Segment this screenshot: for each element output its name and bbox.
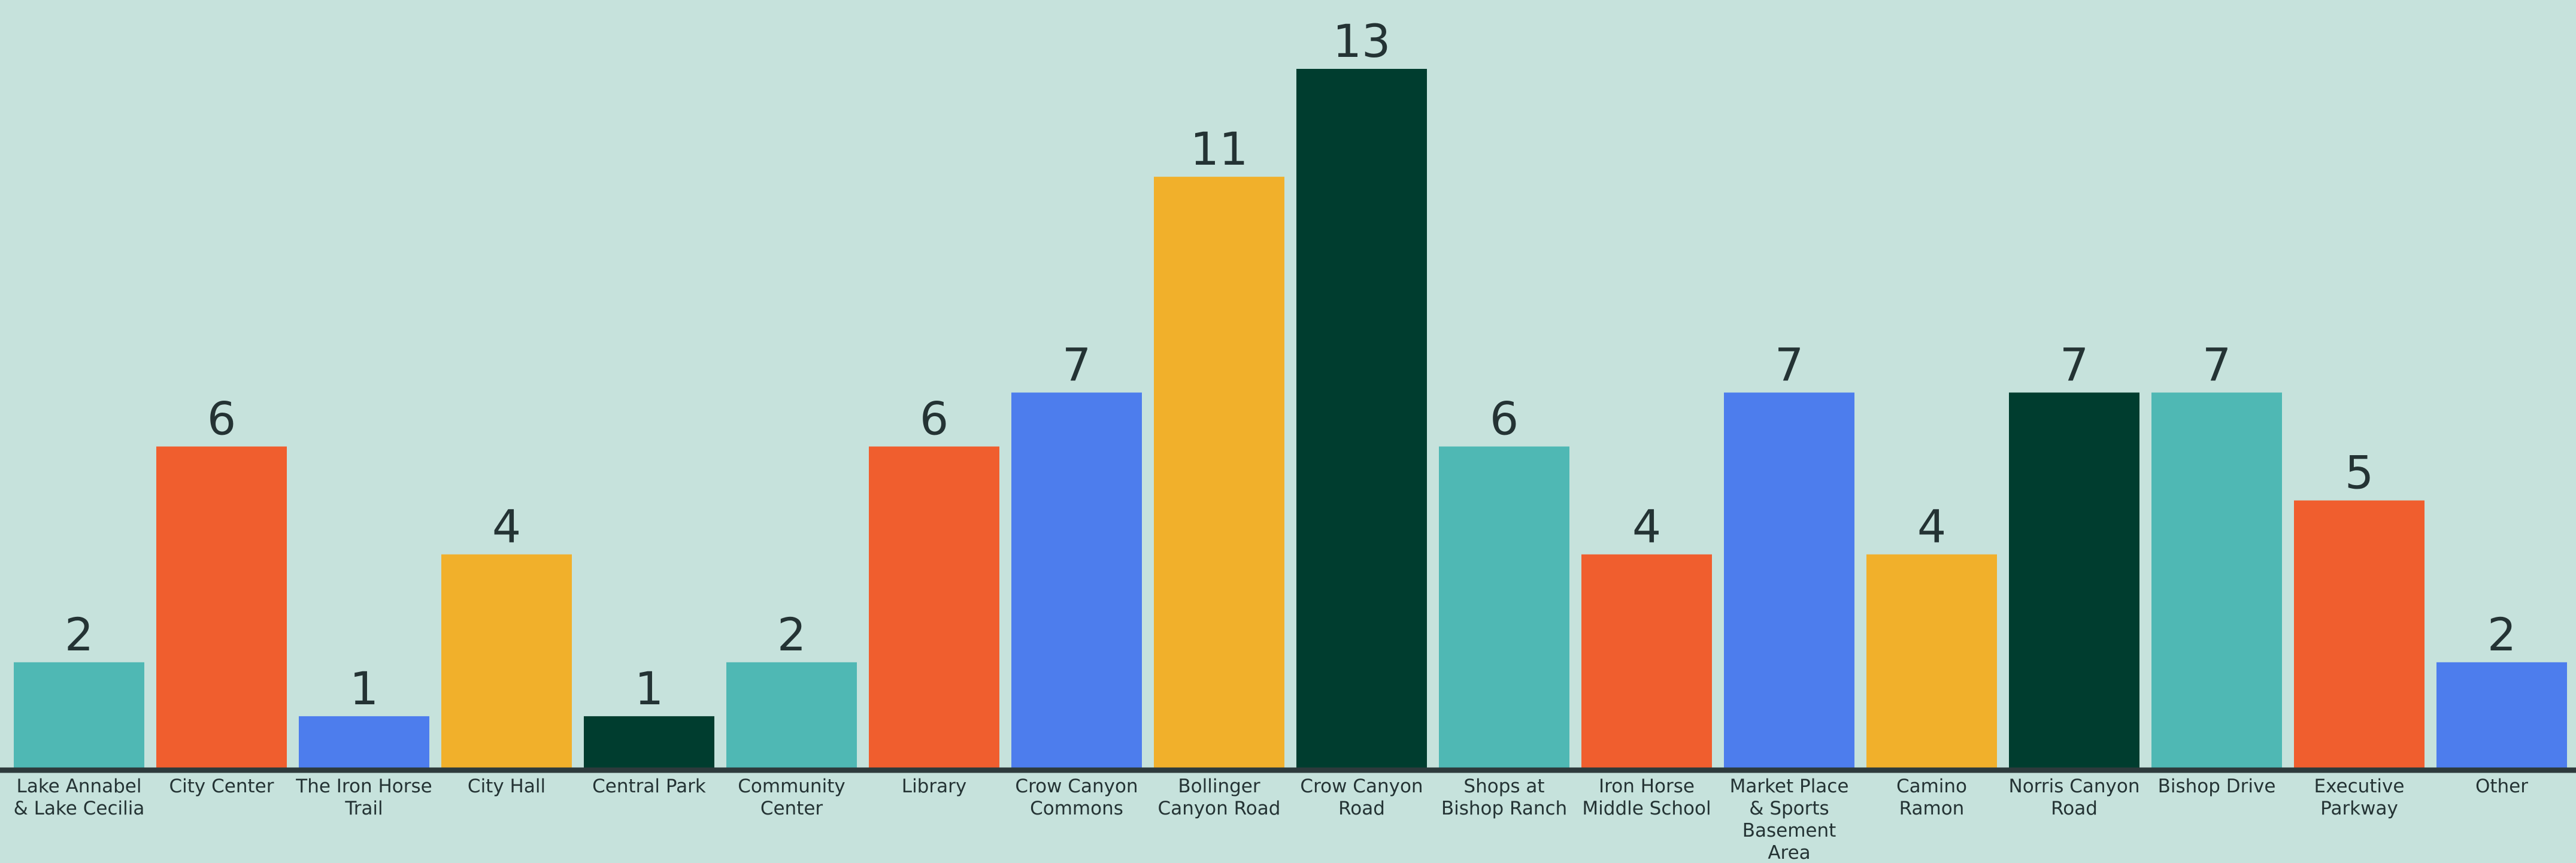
bar-value-label-17: 5 — [2345, 446, 2374, 499]
bar-value-label-9: 11 — [1190, 122, 1248, 175]
x-tick-label-3: The Iron Horse Trail — [295, 776, 432, 819]
x-tick-label-line: & Lake Cecilia — [14, 798, 145, 819]
x-tick-label-line: City Hall — [468, 776, 545, 797]
x-tick-label-line: Middle School — [1582, 798, 1711, 819]
tick-labels-layer: Lake Annabel & Lake Cecilia City Center The… — [14, 776, 2529, 863]
bar-value-label-3: 1 — [350, 662, 378, 715]
x-tick-label-line: Canyon Road — [1158, 798, 1281, 819]
bar-1 — [14, 662, 144, 770]
bar-value-label-14: 4 — [1917, 500, 1946, 553]
bar-13 — [1724, 392, 1854, 770]
x-tick-label-6: Community Center — [738, 776, 845, 819]
x-tick-label-line: Trail — [344, 798, 383, 819]
bar-15 — [2009, 392, 2139, 770]
bar-value-label-11: 6 — [1490, 392, 1519, 446]
x-tick-label-line: Center — [760, 798, 823, 819]
x-tick-label-line: Basement — [1742, 820, 1836, 841]
bar-3 — [299, 716, 429, 770]
x-tick-label-17: Executive Parkway — [2314, 776, 2405, 819]
bar-8 — [1011, 392, 1142, 770]
x-tick-label-10: Crow Canyon Road — [1300, 776, 1423, 819]
x-tick-label-18: Other — [2475, 776, 2528, 797]
x-tick-label-line: Road — [1338, 798, 1385, 819]
x-tick-label-15: Norris Canyon Road — [2009, 776, 2140, 819]
x-tick-label-16: Bishop Drive — [2158, 776, 2276, 797]
x-tick-label-1: Lake Annabel & Lake Cecilia — [14, 776, 145, 819]
x-tick-label-line: Crow Canyon — [1015, 776, 1138, 797]
x-tick-label-13: Market Place & Sports Basement Area — [1730, 776, 1849, 863]
bar-value-label-6: 2 — [777, 608, 806, 661]
x-tick-label-line: Lake Annabel — [17, 776, 142, 797]
bar-value-label-7: 6 — [920, 392, 948, 446]
value-labels-layer: 2 6 1 4 1 2 6 7 11 13 6 4 7 4 7 7 5 2 — [65, 14, 2516, 715]
x-tick-label-line: Camino — [1896, 776, 1967, 797]
x-tick-label-2: City Center — [169, 776, 274, 797]
x-tick-label-line: Other — [2475, 776, 2528, 797]
x-tick-label-line: The Iron Horse — [295, 776, 432, 797]
x-tick-label-11: Shops at Bishop Ranch — [1441, 776, 1567, 819]
x-tick-label-line: Shops at — [1463, 776, 1544, 797]
bar-2 — [156, 446, 287, 770]
bar-value-label-15: 7 — [2060, 338, 2089, 391]
bar-6 — [726, 662, 857, 770]
bar-value-label-10: 13 — [1333, 14, 1391, 68]
x-tick-label-4: City Hall — [468, 776, 545, 797]
bar-16 — [2151, 392, 2282, 770]
x-tick-label-14: Camino Ramon — [1896, 776, 1967, 819]
bar-17 — [2294, 500, 2425, 770]
x-tick-label-line: Norris Canyon — [2009, 776, 2140, 797]
bar-value-label-2: 6 — [207, 392, 236, 446]
bars-layer — [14, 69, 2567, 771]
x-tick-label-12: Iron Horse Middle School — [1582, 776, 1711, 819]
bar-value-label-4: 4 — [492, 500, 521, 553]
bar-12 — [1581, 554, 1712, 770]
x-tick-label-line: & Sports — [1749, 798, 1829, 819]
bar-14 — [1866, 554, 1997, 770]
x-tick-label-line: Executive — [2314, 776, 2405, 797]
x-tick-label-line: Commons — [1030, 798, 1123, 819]
x-tick-label-line: Market Place — [1730, 776, 1849, 797]
x-tick-label-line: Central Park — [592, 776, 706, 797]
x-tick-label-5: Central Park — [592, 776, 706, 797]
x-tick-label-line: Crow Canyon — [1300, 776, 1423, 797]
bar-value-label-18: 2 — [2487, 608, 2516, 661]
x-tick-label-line: Bishop Ranch — [1441, 798, 1567, 819]
x-tick-label-line: Area — [1768, 842, 1810, 863]
bar-value-label-16: 7 — [2202, 338, 2231, 391]
bar-value-label-8: 7 — [1062, 338, 1091, 391]
x-tick-label-9: Bollinger Canyon Road — [1158, 776, 1281, 819]
x-tick-label-line: Community — [738, 776, 845, 797]
x-tick-label-line: City Center — [169, 776, 274, 797]
bar-value-label-1: 2 — [65, 608, 93, 661]
x-tick-label-line: Library — [902, 776, 966, 797]
bar-value-label-5: 1 — [635, 662, 663, 715]
bar-18 — [2436, 662, 2567, 770]
bar-5 — [584, 716, 714, 770]
bar-11 — [1439, 446, 1569, 770]
x-tick-label-line: Iron Horse — [1599, 776, 1695, 797]
x-tick-label-8: Crow Canyon Commons — [1015, 776, 1138, 819]
bar-4 — [441, 554, 572, 770]
bar-value-label-12: 4 — [1632, 500, 1661, 553]
x-tick-label-line: Bishop Drive — [2158, 776, 2276, 797]
bar-9 — [1154, 177, 1284, 771]
bar-7 — [869, 446, 999, 770]
x-tick-label-line: Ramon — [1899, 798, 1965, 819]
bar-10 — [1296, 69, 1427, 770]
x-tick-label-line: Parkway — [2320, 798, 2398, 819]
x-tick-label-7: Library — [902, 776, 966, 797]
x-tick-label-line: Road — [2051, 798, 2098, 819]
x-tick-label-line: Bollinger — [1178, 776, 1260, 797]
bar-value-label-13: 7 — [1775, 338, 1804, 391]
